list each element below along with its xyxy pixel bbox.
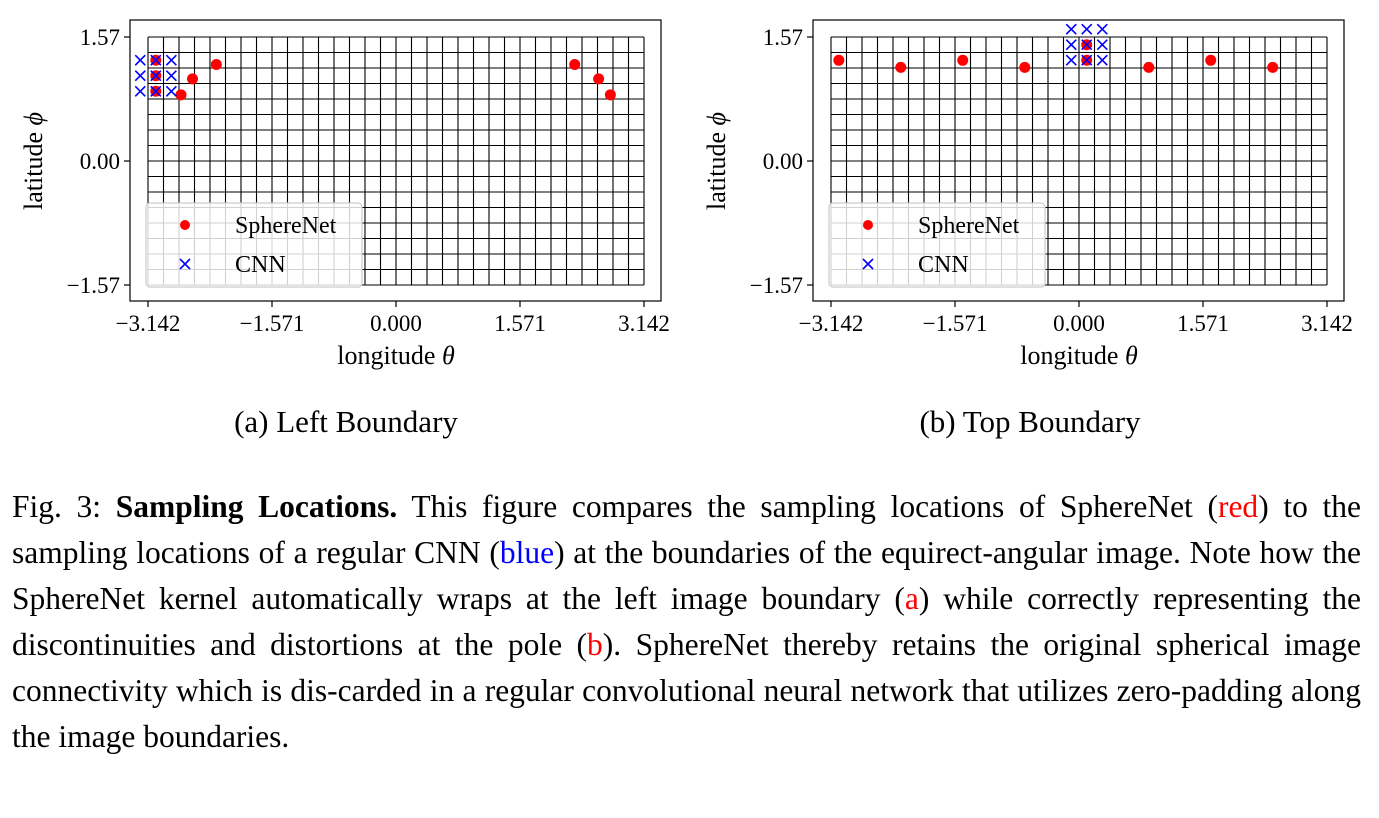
x-tick-label: 1.571	[1177, 311, 1229, 336]
x-tick-label: −1.571	[240, 311, 305, 336]
cnn-point	[1096, 39, 1108, 51]
y-axis-label: latitude ϕ	[702, 112, 731, 210]
plot-left-boundary: −3.142 −1.571 0.000 1.571 3.142 1.57 0.00 −1.57…	[19, 19, 670, 370]
spherenet-point	[895, 61, 907, 73]
cnn-point	[1065, 54, 1077, 66]
legend-label-spherenet: SphereNet	[918, 213, 1020, 239]
caption-text-4: ) while correctly representing the disco…	[12, 581, 1361, 662]
cnn-point	[150, 54, 162, 66]
legend-marker-cnn	[862, 258, 874, 270]
legend-marker-spherenet	[180, 220, 190, 230]
cnn-point	[1065, 23, 1077, 35]
legend-box	[828, 202, 1046, 288]
cnn-point	[134, 85, 146, 97]
cnn-point	[1096, 54, 1108, 66]
y-tick-label: −1.57	[67, 273, 120, 298]
spherenet-point	[957, 54, 969, 66]
subcaption-a: (a) Left Boundary	[234, 404, 458, 439]
cnn-point	[1065, 39, 1077, 51]
figure-panels: −3.142 −1.571 0.000 1.571 3.142 1.57 0.00 −1.57…	[19, 19, 1353, 370]
caption-text-5: ). SphereNet thereby retains the origina…	[12, 627, 1361, 754]
spherenet-point	[187, 73, 199, 85]
cnn-point	[1081, 54, 1093, 66]
cnn-point	[1081, 39, 1093, 51]
cnn-point	[150, 70, 162, 82]
spherenet-point	[1205, 54, 1217, 66]
cnn-point	[1081, 23, 1093, 35]
cnn-points	[134, 54, 177, 97]
cnn-point	[165, 70, 177, 82]
y-axis-label: latitude ϕ	[19, 112, 48, 210]
cnn-point	[165, 85, 177, 97]
legend-label-cnn: CNN	[235, 252, 286, 278]
subcaption-b: (b) Top Boundary	[919, 404, 1141, 439]
y-tick-label: −1.57	[750, 273, 803, 298]
caption-label: Sampling Locations.	[115, 489, 398, 524]
spherenet-point	[210, 58, 222, 70]
legend-label-spherenet: SphereNet	[235, 213, 337, 239]
caption-fig-number: Fig. 3:	[12, 489, 116, 524]
x-tick-label: 1.571	[494, 311, 546, 336]
spherenet-point	[1143, 61, 1155, 73]
figure-caption: Fig. 3: Sampling Locations. This figure …	[12, 484, 1361, 760]
spherenet-point	[593, 73, 605, 85]
spherenet-point	[1267, 61, 1279, 73]
sampling-grid	[830, 36, 1328, 286]
plot-top-boundary: −3.142 −1.571 0.000 1.571 3.142 1.57 0.00 −1.57…	[702, 19, 1353, 370]
cnn-point	[165, 54, 177, 66]
spherenet-point	[833, 54, 845, 66]
spherenet-point	[569, 58, 581, 70]
spherenet-point	[1019, 61, 1031, 73]
cnn-point	[150, 85, 162, 97]
spherenet-point	[604, 89, 616, 101]
x-tick-label: 3.142	[618, 311, 670, 336]
spherenet-point	[175, 89, 187, 101]
caption-text-2: ) to the sampling locations of a regular…	[12, 489, 1361, 570]
legend-marker-spherenet	[863, 220, 873, 230]
caption-red-word: red	[1217, 489, 1259, 524]
legend-label-cnn: CNN	[918, 252, 969, 278]
cnn-point	[1096, 23, 1108, 35]
caption-text-3: ) at the boundaries of the equirect-angu…	[12, 535, 1361, 616]
x-tick-label: 0.000	[1053, 311, 1105, 336]
x-tick-label: 0.000	[370, 311, 422, 336]
y-tick-label: 0.00	[763, 149, 803, 174]
legend-marker-cnn	[179, 258, 191, 270]
y-tick-label: 1.57	[763, 25, 803, 50]
y-tick-label: 1.57	[80, 25, 120, 50]
caption-blue-word: blue	[499, 535, 555, 570]
x-tick-label: 3.142	[1301, 311, 1353, 336]
caption-text-1: This figure compares the sampling locati…	[397, 489, 1218, 524]
x-axis-label: longitude θ	[1020, 341, 1138, 370]
cnn-point	[134, 70, 146, 82]
x-tick-label: −3.142	[116, 311, 181, 336]
cnn-points	[1065, 23, 1108, 66]
caption-ref-a[interactable]: a	[904, 581, 919, 616]
x-axis-label: longitude θ	[337, 341, 455, 370]
cnn-point	[134, 54, 146, 66]
x-tick-label: −3.142	[799, 311, 864, 336]
x-tick-label: −1.571	[923, 311, 988, 336]
legend-box	[145, 202, 363, 288]
y-tick-label: 0.00	[80, 149, 120, 174]
caption-ref-b[interactable]: b	[587, 627, 603, 662]
